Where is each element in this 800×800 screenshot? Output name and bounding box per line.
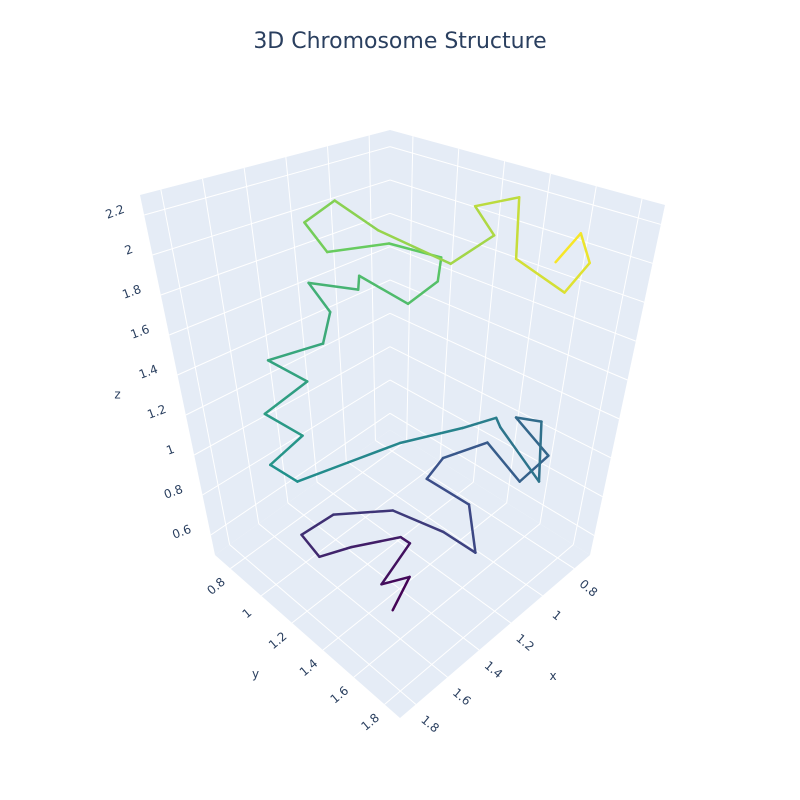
line-segment — [514, 416, 543, 423]
line-segment — [325, 242, 391, 254]
line-segment — [269, 463, 299, 483]
line-segment — [514, 196, 521, 261]
line-segment — [391, 509, 445, 534]
line-segment — [321, 310, 332, 345]
line-segment — [266, 359, 309, 383]
line-segment — [350, 535, 402, 549]
grid-line — [210, 412, 391, 536]
grid-line — [389, 146, 661, 225]
line-segment — [303, 199, 336, 224]
grid-line — [202, 379, 391, 496]
grid-line — [168, 246, 391, 336]
line-segment — [461, 416, 498, 430]
grid-line — [384, 544, 574, 705]
grid-line — [375, 439, 575, 570]
line-segment — [263, 380, 309, 416]
grid-line — [389, 412, 595, 536]
line-segment — [425, 477, 471, 506]
z-tick-label: 0.6 — [170, 522, 193, 542]
line-segment — [307, 281, 360, 291]
grid-line — [291, 481, 474, 624]
line-segment — [303, 221, 329, 254]
line-segment — [537, 420, 543, 483]
grid-line — [353, 523, 541, 678]
z-tick-label: 1.2 — [145, 402, 168, 422]
line-segment — [442, 530, 477, 554]
line-segment — [318, 545, 353, 559]
z-tick-label: 0.8 — [162, 482, 185, 502]
line-segment — [406, 280, 440, 306]
line-segment — [473, 204, 496, 237]
line-segment — [467, 503, 477, 554]
z-tick-label: 2 — [123, 242, 135, 258]
line-segment — [263, 412, 304, 437]
line-segment — [346, 441, 402, 464]
grid-line — [389, 179, 653, 264]
grid-line — [287, 502, 480, 651]
line-segment — [514, 257, 566, 294]
line-segment — [579, 232, 591, 265]
floor — [215, 430, 590, 718]
grid-line — [152, 179, 391, 256]
grid-line — [230, 440, 407, 569]
grid-line — [322, 502, 507, 651]
line-segment — [269, 434, 304, 467]
line-segment — [399, 535, 412, 545]
line-segment — [300, 513, 335, 537]
grid-line — [345, 460, 543, 597]
y-axis-title: y — [252, 667, 259, 681]
grid-line — [193, 346, 391, 456]
z-tick-label: 2.2 — [104, 202, 127, 222]
line-segment — [332, 509, 395, 516]
grid-line — [389, 279, 628, 381]
line-segment — [380, 575, 411, 586]
line-segment — [449, 234, 496, 266]
wall-y — [140, 130, 390, 555]
line-segment — [495, 416, 502, 429]
line-segment — [357, 274, 410, 306]
line-segment — [380, 542, 412, 586]
line-segment — [425, 456, 445, 481]
grid-line — [177, 279, 391, 376]
grid-line — [389, 312, 620, 420]
line-segment — [436, 256, 443, 283]
line-segment — [307, 281, 332, 314]
line-segment — [486, 441, 521, 483]
grid-line — [260, 460, 441, 597]
line-segment — [398, 426, 464, 445]
line-segment — [300, 533, 321, 559]
line-segment — [473, 196, 521, 208]
line-segment — [441, 441, 489, 460]
grid-line — [144, 146, 391, 216]
grid-line — [389, 379, 603, 498]
line-segment — [391, 575, 411, 612]
grid-line — [389, 346, 612, 459]
line-segment — [554, 232, 583, 264]
z-axis-title: z — [114, 388, 120, 402]
line-segment — [296, 461, 350, 483]
grid-line — [229, 544, 417, 705]
line-segment — [356, 274, 361, 291]
line-segment — [333, 199, 380, 232]
grid-line — [316, 481, 512, 624]
grid-line — [185, 312, 391, 416]
line-segment — [499, 425, 541, 483]
line-segment — [266, 342, 325, 362]
line-segment — [514, 416, 550, 457]
z-tick-label: 1 — [164, 442, 176, 458]
z-tick-label: 1.8 — [120, 282, 143, 302]
grid-line — [389, 246, 637, 342]
chart-title: 3D Chromosome Structure — [253, 29, 546, 54]
line-segment — [563, 261, 591, 294]
grid-line — [160, 212, 391, 296]
x-axis-title: x — [549, 669, 556, 683]
z-tick-label: 1.6 — [129, 322, 152, 342]
line-segment — [376, 229, 452, 266]
z-tick-label: 1.4 — [137, 362, 160, 382]
grid-line — [258, 523, 448, 678]
line-segment — [518, 454, 550, 483]
